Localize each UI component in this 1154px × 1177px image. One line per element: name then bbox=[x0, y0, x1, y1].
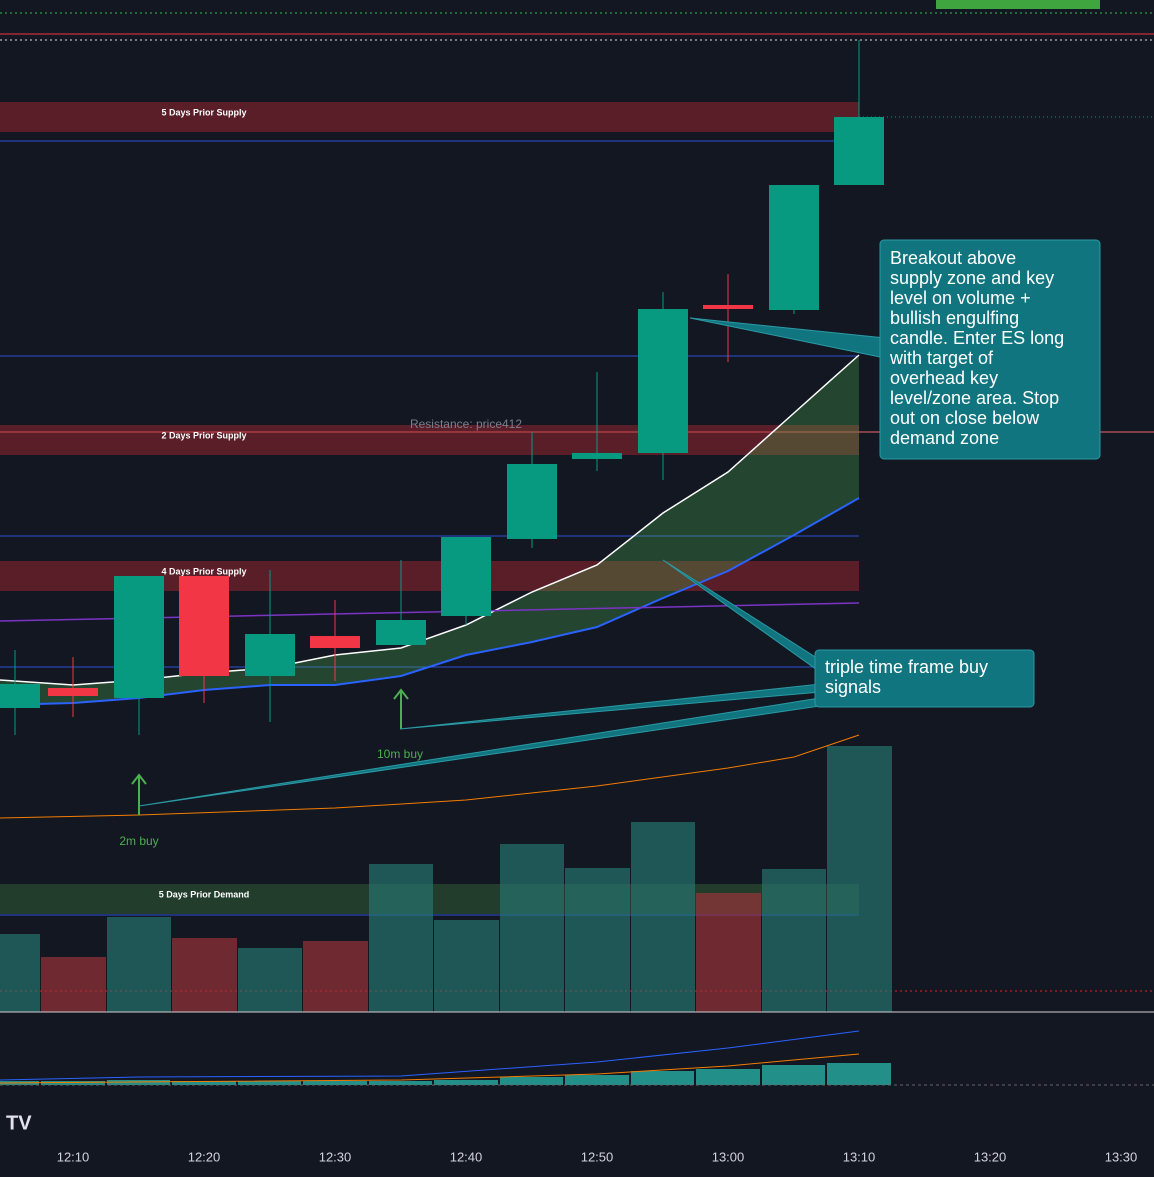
candle-body bbox=[507, 464, 557, 539]
volume-bar bbox=[696, 893, 761, 1012]
volume-bar bbox=[369, 864, 433, 1012]
zone bbox=[0, 425, 859, 455]
candle-body bbox=[703, 305, 753, 309]
osc-bar bbox=[303, 1081, 367, 1085]
volume-bar bbox=[500, 844, 564, 1012]
candle-body bbox=[48, 688, 98, 696]
osc-bar bbox=[565, 1075, 629, 1085]
candle-body bbox=[638, 309, 688, 453]
volume-bar bbox=[303, 941, 368, 1012]
candle-body bbox=[114, 576, 164, 698]
callout-text: supply zone and key bbox=[890, 268, 1054, 288]
osc-bar bbox=[827, 1063, 891, 1085]
callout-box bbox=[814, 649, 1035, 708]
ma-line bbox=[0, 734, 860, 819]
signal-label: 10m buy bbox=[377, 747, 423, 761]
osc-bar bbox=[500, 1077, 563, 1085]
osc-bar bbox=[369, 1081, 432, 1085]
osc-bar bbox=[238, 1081, 301, 1085]
time-label: 12:50 bbox=[581, 1149, 614, 1164]
candle-body bbox=[769, 185, 819, 310]
volume-bar bbox=[0, 934, 40, 1012]
volume-bar bbox=[238, 948, 302, 1012]
candle-body bbox=[179, 576, 229, 676]
zone-label: 2 Days Prior Supply bbox=[161, 430, 246, 440]
osc-bar bbox=[107, 1080, 170, 1085]
signal-label: 2m buy bbox=[119, 834, 158, 848]
callout-box bbox=[879, 239, 1101, 460]
zone bbox=[0, 102, 859, 132]
candle-body bbox=[310, 636, 360, 648]
volume-bar bbox=[107, 917, 171, 1012]
volume-bar bbox=[827, 746, 892, 1012]
osc-bar bbox=[172, 1081, 236, 1085]
zone-label: 5 Days Prior Demand bbox=[159, 889, 250, 899]
callout-text: candle. Enter ES long bbox=[890, 328, 1064, 348]
osc-line bbox=[0, 1053, 860, 1084]
time-label: 12:30 bbox=[319, 1149, 352, 1164]
candle-body bbox=[376, 620, 426, 645]
main-pane: 5 Days Prior Supply 2 Days Prior Supply 4 … bbox=[0, 40, 892, 1085]
osc-bar bbox=[434, 1080, 498, 1085]
osc-bar bbox=[696, 1069, 760, 1085]
callout-text: Breakout above bbox=[890, 248, 1016, 268]
time-label: 12:20 bbox=[188, 1149, 221, 1164]
buy-arrow-head bbox=[393, 688, 409, 700]
time-label: 13:30 bbox=[1105, 1149, 1138, 1164]
osc-bar bbox=[762, 1065, 825, 1085]
time-label: 12:10 bbox=[57, 1149, 90, 1164]
osc-line bbox=[0, 1030, 860, 1081]
candle-body bbox=[572, 453, 622, 459]
callout-text: overhead key bbox=[890, 368, 998, 388]
callout-text: out on close below bbox=[890, 408, 1040, 428]
logo: TV bbox=[6, 1112, 32, 1134]
zone-label: 4 Days Prior Supply bbox=[161, 566, 246, 576]
candle-body bbox=[441, 537, 491, 616]
volume-bar bbox=[434, 920, 499, 1012]
osc-bar bbox=[631, 1071, 694, 1085]
volume-bar bbox=[172, 938, 237, 1012]
volume-bar bbox=[41, 957, 106, 1012]
buy-arrow-head bbox=[131, 773, 147, 785]
callout-text: level/zone area. Stop bbox=[890, 388, 1059, 408]
time-label: 12:40 bbox=[450, 1149, 483, 1164]
resistance-label: Resistance: price412 bbox=[410, 417, 522, 431]
osc-bar bbox=[41, 1081, 105, 1085]
callout-text: bullish engulfing bbox=[890, 308, 1019, 328]
zone-label: 5 Days Prior Supply bbox=[161, 107, 246, 117]
candle-body bbox=[245, 634, 295, 676]
callout-text: triple time frame buy bbox=[825, 657, 988, 677]
band-fill bbox=[0, 355, 859, 705]
callout-text: signals bbox=[825, 677, 881, 697]
volume-bar bbox=[631, 822, 695, 1012]
toolbar-block bbox=[936, 0, 1100, 9]
callout-text: demand zone bbox=[890, 428, 999, 448]
time-label: 13:00 bbox=[712, 1149, 745, 1164]
time-label: 13:20 bbox=[974, 1149, 1007, 1164]
callout-text: with target of bbox=[889, 348, 994, 368]
time-label: 13:10 bbox=[843, 1149, 876, 1164]
volume-bar bbox=[762, 869, 826, 1012]
callout-text: level on volume + bbox=[890, 288, 1031, 308]
volume-bar bbox=[565, 868, 630, 1012]
candle-body bbox=[0, 684, 40, 708]
candle-body bbox=[834, 117, 884, 185]
